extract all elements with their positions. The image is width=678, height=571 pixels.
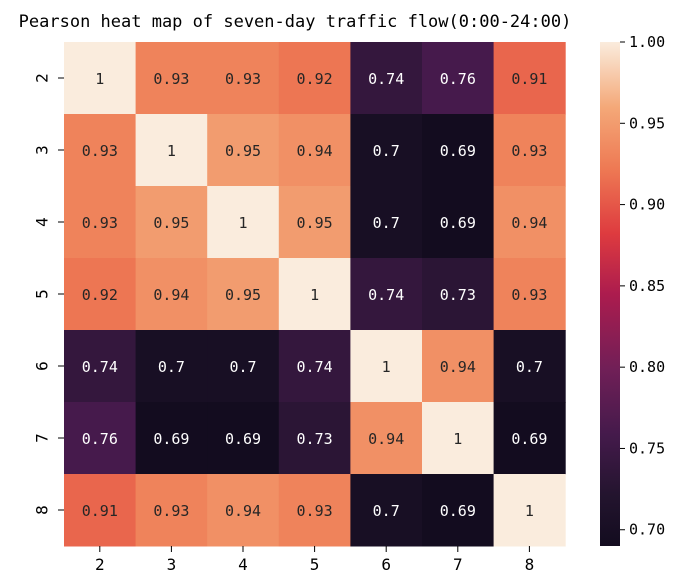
cell-value-label: 0.94 xyxy=(368,430,404,448)
cell-value-label: 1 xyxy=(525,502,534,520)
cell-value-label: 0.69 xyxy=(440,214,476,232)
cell-value-label: 0.7 xyxy=(373,142,400,160)
cell-value-label: 0.73 xyxy=(440,286,476,304)
y-tick-label: 2 xyxy=(33,73,52,83)
cell-value-label: 0.7 xyxy=(516,358,543,376)
x-tick-label: 5 xyxy=(310,555,320,571)
colorbar-tick-label: 0.85 xyxy=(629,277,665,295)
cell-value-label: 0.94 xyxy=(511,214,547,232)
colorbar-tick-label: 0.95 xyxy=(629,114,665,132)
cell-value-label: 0.94 xyxy=(225,502,261,520)
cell-value-label: 0.73 xyxy=(297,430,333,448)
cell-value-label: 0.91 xyxy=(511,70,547,88)
cell-value-label: 0.95 xyxy=(225,286,261,304)
cell-value-label: 0.93 xyxy=(153,502,189,520)
y-tick-label: 7 xyxy=(33,433,52,443)
colorbar-tick-label: 0.80 xyxy=(629,358,665,376)
cell-value-label: 0.76 xyxy=(440,70,476,88)
heatmap-cells: 1 0.93 0.93 0.92 0.74 0.76 0.91 0.93 1 0.95 0.94 0.… xyxy=(64,42,566,547)
cell-value-label: 0.7 xyxy=(373,214,400,232)
cell-value-label: 0.94 xyxy=(297,142,333,160)
y-tick-label: 4 xyxy=(33,217,52,227)
colorbar: 1.00 0.95 0.90 0.85 0.80 0.75 0.70 xyxy=(600,33,665,546)
cell-value-label: 0.93 xyxy=(225,70,261,88)
cell-value-label: 0.7 xyxy=(373,502,400,520)
x-axis: 2 3 4 5 6 7 8 xyxy=(95,546,534,571)
cell-value-label: 0.94 xyxy=(153,286,189,304)
cell-value-label: 0.93 xyxy=(82,214,118,232)
cell-value-label: 0.93 xyxy=(511,286,547,304)
cell-value-label: 0.7 xyxy=(229,358,256,376)
x-tick-label: 4 xyxy=(238,555,248,571)
colorbar-tick-label: 0.90 xyxy=(629,196,665,214)
y-tick-label: 8 xyxy=(33,505,52,515)
cell-value-label: 0.69 xyxy=(511,430,547,448)
cell-value-label: 0.94 xyxy=(440,358,476,376)
colorbar-tick-label: 0.70 xyxy=(629,521,665,539)
colorbar-tick-label: 0.75 xyxy=(629,439,665,457)
x-tick-label: 7 xyxy=(453,555,463,571)
cell-value-label: 1 xyxy=(453,430,462,448)
x-tick-label: 6 xyxy=(381,555,391,571)
cell-value-label: 0.69 xyxy=(440,142,476,160)
cell-value-label: 0.95 xyxy=(153,214,189,232)
cell-value-label: 0.74 xyxy=(82,358,118,376)
y-tick-label: 3 xyxy=(33,145,52,155)
x-tick-label: 2 xyxy=(95,555,105,571)
cell-value-label: 0.74 xyxy=(297,358,333,376)
cell-value-label: 1 xyxy=(167,142,176,160)
y-tick-label: 5 xyxy=(33,289,52,299)
cell-value-label: 0.93 xyxy=(511,142,547,160)
cell-value-label: 0.91 xyxy=(82,502,118,520)
colorbar-gradient xyxy=(600,42,620,546)
cell-value-label: 0.93 xyxy=(297,502,333,520)
cell-value-label: 1 xyxy=(238,214,247,232)
x-tick-label: 3 xyxy=(167,555,177,571)
cell-value-label: 1 xyxy=(95,70,104,88)
chart-title: Pearson heat map of seven-day traffic fl… xyxy=(19,12,572,32)
cell-value-label: 0.69 xyxy=(225,430,261,448)
cell-value-label: 0.92 xyxy=(82,286,118,304)
cell-value-label: 0.95 xyxy=(297,214,333,232)
cell-value-label: 0.76 xyxy=(82,430,118,448)
colorbar-tick-label: 1.00 xyxy=(629,33,665,51)
cell-value-label: 0.74 xyxy=(368,70,404,88)
cell-value-label: 0.69 xyxy=(153,430,189,448)
cell-value-label: 0.7 xyxy=(158,358,185,376)
cell-value-label: 0.92 xyxy=(297,70,333,88)
x-tick-label: 8 xyxy=(525,555,535,571)
cell-value-label: 1 xyxy=(310,286,319,304)
cell-value-label: 0.74 xyxy=(368,286,404,304)
cell-value-label: 0.93 xyxy=(153,70,189,88)
cell-value-label: 0.93 xyxy=(82,142,118,160)
cell-value-label: 1 xyxy=(382,358,391,376)
cell-value-label: 0.95 xyxy=(225,142,261,160)
cell-value-label: 0.69 xyxy=(440,502,476,520)
y-tick-label: 6 xyxy=(33,361,52,371)
y-axis: 2 3 4 5 6 7 8 xyxy=(33,73,65,515)
